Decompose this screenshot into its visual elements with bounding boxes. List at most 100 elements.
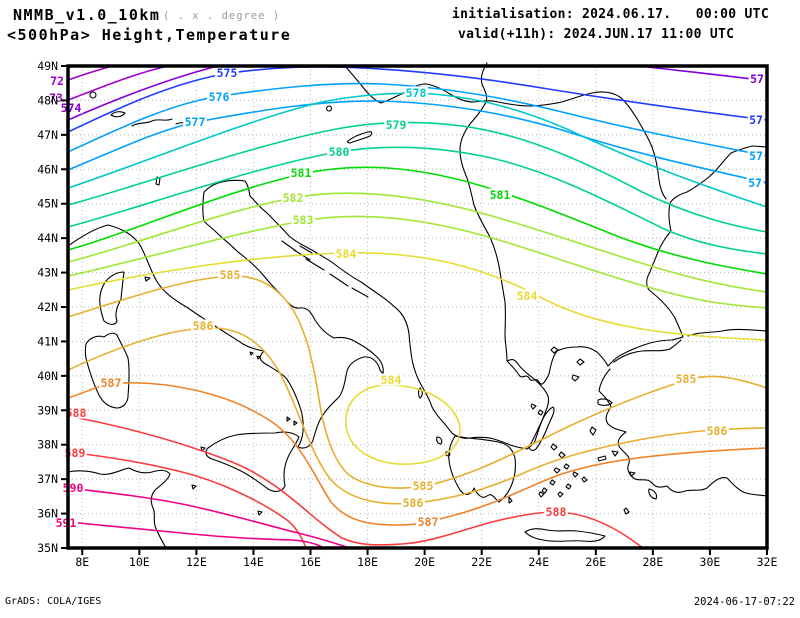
grads-credit: GrADS: COLA/IGES bbox=[5, 596, 102, 607]
coast-euboea bbox=[528, 406, 555, 451]
contour-579 bbox=[67, 121, 768, 233]
contour-label-585: 585 bbox=[220, 268, 241, 282]
coast-cyclades-7 bbox=[557, 491, 564, 498]
coast-capri bbox=[256, 355, 261, 360]
grid-lines bbox=[68, 66, 767, 548]
contour-label-581: 581 bbox=[291, 166, 312, 180]
contour-label-584: 584 bbox=[517, 289, 538, 303]
contour-label-580: 580 bbox=[329, 145, 350, 159]
contour-578 bbox=[67, 92, 768, 208]
contour-label-584: 584 bbox=[336, 247, 357, 261]
units-note: ( . x . degree ) bbox=[163, 10, 281, 22]
contour-label-583: 583 bbox=[293, 213, 314, 227]
lat-label-46N: 46N bbox=[37, 162, 58, 176]
map-frame bbox=[61, 64, 769, 555]
lon-label-26E: 26E bbox=[585, 555, 606, 569]
coast-cyclades-8 bbox=[541, 487, 548, 494]
coast-limnos bbox=[571, 374, 580, 382]
coast-samos bbox=[611, 450, 619, 457]
contour-label-mask bbox=[488, 188, 512, 201]
coast-lipari-2 bbox=[293, 420, 298, 426]
contour-label-mask bbox=[401, 496, 425, 509]
contour-label-584: 584 bbox=[381, 373, 402, 387]
coast-samothrace bbox=[576, 358, 585, 366]
lon-label-22E: 22E bbox=[471, 555, 492, 569]
lon-label-32E: 32E bbox=[757, 555, 778, 569]
coast-tunisia-coast bbox=[67, 467, 171, 549]
contour-label-57: 57 bbox=[749, 113, 763, 127]
contour-label-mask bbox=[334, 247, 358, 260]
contour-584 bbox=[345, 384, 461, 465]
coast-italy-south-adriatic-coast bbox=[202, 179, 384, 449]
contour-581 bbox=[67, 166, 768, 275]
contour-label-582: 582 bbox=[283, 191, 304, 205]
contour-label-mask bbox=[515, 289, 539, 302]
coast-turkey-west-coast bbox=[598, 368, 768, 497]
contour-label-mask bbox=[747, 113, 765, 126]
contour-label-586: 586 bbox=[193, 319, 214, 333]
contour-label-mask bbox=[384, 118, 408, 131]
lon-label-14E: 14E bbox=[243, 555, 264, 569]
contour-label-586: 586 bbox=[707, 424, 728, 438]
contour-label-mask bbox=[379, 373, 403, 386]
contour-576 bbox=[67, 82, 768, 157]
contour-label-mask bbox=[416, 515, 440, 528]
contour-577 bbox=[67, 100, 768, 184]
contour-label-mask bbox=[289, 166, 313, 179]
coast-ikaria bbox=[597, 455, 607, 462]
contour-label-mask bbox=[748, 72, 766, 85]
lon-label-24E: 24E bbox=[528, 555, 549, 569]
lat-label-42N: 42N bbox=[37, 300, 58, 314]
coast-egadi bbox=[200, 446, 206, 452]
coast-alpine-squiggle-1 bbox=[131, 118, 173, 127]
coast-karpathos bbox=[623, 507, 630, 515]
lat-label-44N: 44N bbox=[37, 231, 58, 245]
init-time: initialisation: 2024.06.17. 00:00 UTC bbox=[452, 7, 769, 22]
contour-label-57: 57 bbox=[749, 149, 763, 163]
contour-label-575: 575 bbox=[217, 66, 238, 80]
coast-cyclades-6 bbox=[565, 483, 572, 490]
lat-label-37N: 37N bbox=[37, 472, 58, 486]
coast-elba bbox=[144, 276, 151, 282]
coast-alpine-lake-ring bbox=[89, 91, 97, 99]
lon-label-28E: 28E bbox=[642, 555, 663, 569]
lat-label-43N: 43N bbox=[37, 266, 58, 280]
contour-591 bbox=[67, 521, 325, 549]
contour-590 bbox=[67, 487, 351, 549]
coast-andros bbox=[550, 443, 558, 451]
coast-marmara-south-shore bbox=[613, 339, 682, 363]
contour-label-mask bbox=[218, 268, 242, 281]
coast-kythira bbox=[508, 496, 513, 504]
contour-label-578: 578 bbox=[406, 86, 427, 100]
coast-ischia bbox=[249, 351, 254, 356]
contour-label-mask bbox=[215, 66, 239, 79]
coast-milos bbox=[538, 491, 545, 498]
contour-label-mask bbox=[705, 424, 729, 437]
contour-labels: 7273574575576577578579580581581582583584… bbox=[47, 66, 766, 530]
contour-label-mask bbox=[747, 149, 765, 162]
coast-lake-balaton bbox=[347, 131, 373, 144]
contour-label-mask bbox=[411, 479, 435, 492]
coast-cyclades-5 bbox=[549, 479, 556, 486]
coast-cyclades-1 bbox=[553, 467, 561, 474]
coast-cephalonia bbox=[436, 436, 443, 445]
coast-malta bbox=[257, 510, 263, 516]
contour-label-mask bbox=[64, 406, 88, 419]
lon-label-30E: 30E bbox=[700, 555, 721, 569]
contour-label-mask bbox=[674, 372, 698, 385]
contour-label-577: 577 bbox=[185, 115, 206, 129]
lon-label-16E: 16E bbox=[300, 555, 321, 569]
lat-label-49N: 49N bbox=[37, 59, 58, 73]
contour-573 bbox=[67, 65, 169, 101]
model-title: NMMB_v1.0_10km bbox=[13, 6, 161, 24]
lat-label-39N: 39N bbox=[37, 403, 58, 417]
coast-pantelleria bbox=[191, 484, 197, 490]
contour-574 bbox=[639, 65, 768, 82]
contour-label-574: 574 bbox=[61, 101, 82, 115]
contour-label-589: 589 bbox=[65, 446, 86, 460]
contour-583 bbox=[67, 215, 768, 309]
contour-label-585: 585 bbox=[676, 372, 697, 386]
contour-label-mask bbox=[54, 516, 78, 529]
lat-label-48N: 48N bbox=[37, 93, 58, 107]
plot-frame bbox=[66, 64, 769, 550]
